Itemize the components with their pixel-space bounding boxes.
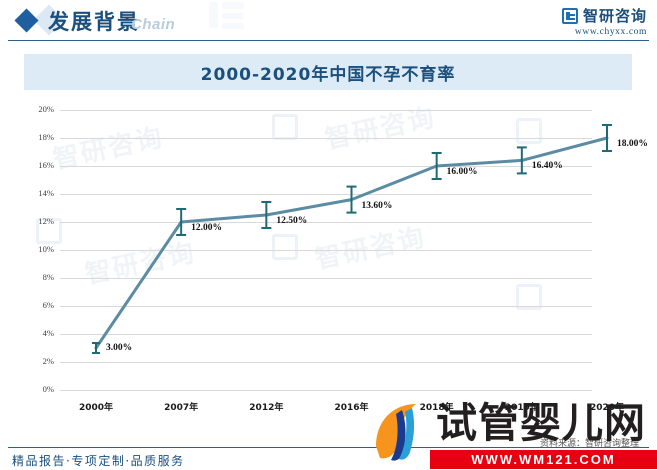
x-axis-tick-label: 2019年: [504, 403, 539, 413]
y-axis-tick-label: 18%: [38, 132, 54, 142]
data-point-label: 12.50%: [276, 216, 308, 226]
brand-logo: 智研咨询: [561, 5, 647, 26]
gridline: [60, 166, 592, 167]
data-point-marker: [346, 185, 357, 214]
diamond-icon: [14, 8, 39, 33]
gridline: [60, 362, 592, 363]
chyxx-logo-icon: [561, 7, 578, 24]
y-axis-tick-label: 0%: [42, 384, 54, 394]
data-point-marker: [176, 208, 187, 236]
x-axis-tick-label: 2020年: [589, 403, 625, 413]
gridline: [60, 250, 592, 251]
gridline: [60, 278, 592, 279]
data-point-label: 16.40%: [531, 161, 563, 172]
data-point-label: 18.00%: [617, 139, 648, 149]
page-header: 发展背景 Chain 智研咨询 www.chyxx.com: [0, 0, 657, 44]
chart-card: 2000-2020年中国不孕不育率 智研咨询 智研咨询 智研咨询 智研咨询 20…: [24, 54, 648, 413]
header-divider: [8, 40, 649, 41]
y-axis-tick-label: 12%: [38, 216, 54, 226]
chart-plot-area: 智研咨询 智研咨询 智研咨询 智研咨询 20% 18% 16% 14% 12% 10% 8%…: [24, 98, 648, 413]
x-axis-tick-label: 2012年: [249, 403, 284, 413]
chart-title-band: [24, 54, 632, 90]
site-name: 试管婴儿网: [436, 399, 646, 447]
x-axis-tick-label: 2000年: [78, 403, 114, 413]
x-axis-tick-label: 2018年: [419, 403, 454, 413]
y-axis-tick-label: 20%: [38, 104, 54, 114]
chyxx-watermark-icon-1: [36, 218, 62, 244]
chart-title: 2000-2020年中国不孕不育率: [200, 65, 456, 85]
gridline: [60, 334, 592, 335]
data-point-label: 13.60%: [361, 200, 393, 211]
source-note: 资料来源：智研咨询整理: [539, 439, 639, 449]
chain-label: Chain: [131, 16, 176, 33]
gridline: [60, 194, 592, 195]
chyxx-watermark-icon-4: [516, 118, 542, 144]
site-url-banner: WWW.WM121.COM: [430, 450, 657, 469]
y-axis-tick-label: 4%: [42, 328, 54, 338]
chart-series-line: [92, 124, 612, 354]
y-axis-tick-label: 6%: [42, 300, 54, 310]
y-axis-tick-label: 2%: [42, 356, 54, 366]
chyxx-watermark-icon-5: [516, 284, 542, 310]
brand-url: www.chyxx.com: [574, 27, 647, 37]
y-axis-tick-label: 14%: [38, 188, 54, 198]
data-point-marker: [602, 124, 612, 152]
chyxx-watermark-icon-3: [272, 234, 298, 260]
y-axis-tick-label: 16%: [38, 160, 54, 170]
y-axis-tick-label: 10%: [38, 244, 54, 254]
gridline: [60, 390, 592, 391]
brand-name: 智研咨询: [582, 7, 647, 25]
data-point-label: 3.00%: [106, 343, 133, 353]
footer-tagline: 精品报告·专项定制·品质服务: [12, 454, 185, 468]
x-axis-tick-label: 2007年: [164, 403, 199, 413]
site-watermark-overlay: 试管婴儿网 WWW.WM121.COM: [372, 398, 657, 470]
header-watermark-icon: [209, 2, 244, 29]
gridline: [60, 110, 592, 111]
page-title: 发展背景: [48, 10, 140, 34]
x-axis-tick-label: 2016年: [334, 403, 369, 413]
series-line: [94, 136, 609, 350]
footer-divider: [8, 447, 649, 448]
site-url: WWW.WM121.COM: [471, 452, 616, 467]
data-point-marker: [431, 152, 442, 180]
data-point-marker: [261, 201, 272, 229]
gridline: [60, 138, 592, 139]
data-point-marker: [516, 146, 527, 175]
swoosh-logo-icon: [376, 404, 416, 461]
data-point-label: 12.00%: [191, 223, 223, 233]
data-point-marker: [92, 342, 100, 354]
gridline: [60, 222, 592, 223]
y-axis-tick-label: 8%: [42, 272, 54, 282]
data-point-label: 16.00%: [446, 167, 478, 177]
gridline: [60, 306, 592, 307]
